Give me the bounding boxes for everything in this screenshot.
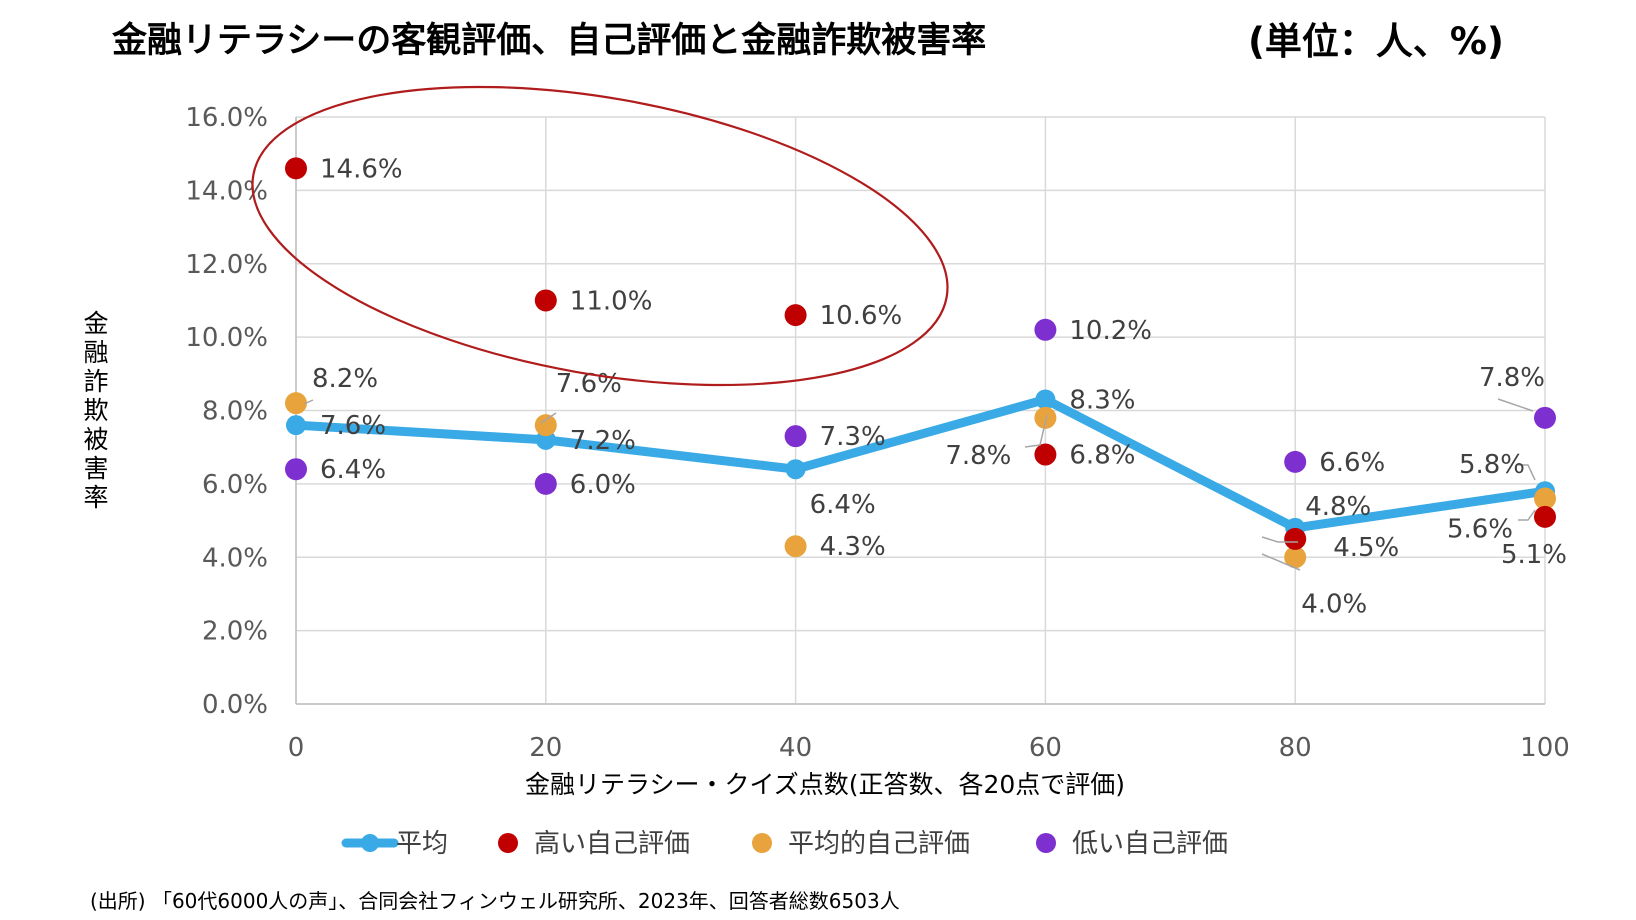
- legend-marker-average: [361, 834, 379, 852]
- leader-line-mid: [303, 399, 314, 405]
- data-point-mid: [285, 392, 307, 415]
- leader-line-mid: [1024, 414, 1048, 448]
- data-label-high: 10.6%: [820, 301, 903, 331]
- data-label-mid: 4.0%: [1301, 589, 1367, 619]
- data-point-average: [1035, 389, 1056, 410]
- source-note: (出所) 「60代6000人の声」、合同会社フィンウェル研究所、2023年、回答…: [90, 889, 900, 913]
- y-tick-label: 0.0%: [202, 690, 268, 720]
- data-point-mid: [1034, 406, 1057, 429]
- data-label-high: 6.8%: [1069, 441, 1135, 471]
- data-label-high: 4.5%: [1333, 533, 1399, 563]
- data-point-low: [1534, 406, 1556, 429]
- x-axis-ticks: 0 20 40 60 80 100: [288, 733, 1570, 763]
- highlight-ellipse: [251, 85, 949, 387]
- data-label-low: 6.6%: [1319, 448, 1385, 478]
- data-point-high: [1284, 527, 1307, 550]
- legend-label-low: 低い自己評価: [1072, 829, 1228, 859]
- legend-marker-low: [1036, 833, 1056, 853]
- data-point-low: [285, 458, 307, 481]
- series-line-average: [291, 394, 1550, 533]
- x-tick-label: 100: [1520, 733, 1570, 763]
- y-tick-label: 16.0%: [185, 103, 268, 133]
- data-label-high: 14.6%: [320, 154, 403, 184]
- data-label-average: 7.2%: [570, 426, 636, 456]
- data-point-high: [534, 289, 557, 312]
- data-label-mid: 8.2%: [312, 364, 378, 394]
- data-point-mid: [1534, 487, 1556, 510]
- data-point-low: [534, 472, 557, 495]
- data-point-average: [785, 459, 806, 480]
- y-tick-label: 4.0%: [202, 543, 268, 573]
- data-point-average: [286, 415, 306, 436]
- y-axis-ticks: 0.0%2.0%4.0%6.0%8.0%10.0%12.0%14.0%16.0%: [185, 103, 268, 720]
- data-label-low: 6.4%: [320, 455, 386, 485]
- legend-label-average: 平均: [396, 829, 448, 859]
- leader-line-mid: [1518, 509, 1536, 521]
- x-tick-label: 0: [288, 733, 305, 763]
- y-tick-label: 12.0%: [185, 250, 268, 280]
- y-axis-title: 金融詐欺被害率: [83, 309, 108, 512]
- data-label-average: 8.3%: [1069, 385, 1135, 415]
- leader-line-low: [1497, 398, 1534, 412]
- label-leader-lines: [303, 398, 1536, 571]
- leader-line-mid: [540, 412, 557, 424]
- data-label-mid: 4.3%: [820, 532, 886, 562]
- data-point-high: [1034, 443, 1057, 466]
- data-label-average: 5.8%: [1459, 450, 1525, 480]
- data-label-low: 7.3%: [820, 422, 886, 452]
- legend-marker-mid: [752, 833, 772, 853]
- leader-line-average: [1518, 464, 1536, 481]
- data-label-mid: 7.8%: [945, 441, 1011, 471]
- data-point-low: [1284, 450, 1307, 473]
- x-tick-label: 80: [1279, 733, 1312, 763]
- data-point-mid: [1284, 546, 1307, 569]
- data-point-low: [1034, 318, 1057, 341]
- data-point-high: [285, 157, 307, 180]
- y-tick-label: 2.0%: [202, 617, 268, 647]
- data-label-average: 6.4%: [810, 490, 876, 520]
- x-tick-label: 40: [779, 733, 812, 763]
- data-point-mid: [784, 535, 807, 558]
- data-point-mid: [534, 414, 557, 437]
- leader-line-mid: [1261, 553, 1301, 571]
- data-labels: 7.6% 7.2% 6.4% 8.3% 4.8% 5.8% 14.6% 11.0% 10.6% 6…: [312, 154, 1567, 619]
- legend: 平均 高い自己評価 平均的自己評価 低い自己評価: [341, 829, 1228, 859]
- x-tick-label: 20: [529, 733, 562, 763]
- data-point-high: [784, 304, 807, 327]
- y-tick-label: 6.0%: [202, 470, 268, 500]
- unit-label: (単位：人、%): [1248, 20, 1504, 63]
- x-axis-title: 金融リテラシー・クイズ点数(正答数、各20点で評価): [525, 770, 1125, 799]
- data-label-high: 5.1%: [1501, 540, 1567, 570]
- chart-title: 金融リテラシーの客観評価、自己評価と金融詐欺被害率: [111, 20, 986, 61]
- data-label-high: 11.0%: [570, 286, 653, 316]
- x-tick-label: 60: [1029, 733, 1062, 763]
- data-label-average: 4.8%: [1305, 492, 1371, 522]
- data-point-high: [1534, 505, 1556, 528]
- plot-series: [285, 157, 1556, 569]
- data-point-low: [784, 425, 807, 448]
- y-tick-label: 10.0%: [185, 323, 268, 353]
- y-tick-label: 8.0%: [202, 397, 268, 427]
- data-label-average: 7.6%: [320, 411, 386, 441]
- data-label-low: 7.8%: [1479, 363, 1545, 393]
- leader-line-high: [1261, 536, 1298, 543]
- data-label-low: 6.0%: [570, 470, 636, 500]
- legend-marker-high: [498, 833, 518, 853]
- legend-label-high: 高い自己評価: [534, 829, 690, 859]
- legend-label-mid: 平均的自己評価: [788, 829, 970, 859]
- data-label-low: 10.2%: [1069, 316, 1152, 346]
- data-label-mid: 5.6%: [1447, 515, 1513, 545]
